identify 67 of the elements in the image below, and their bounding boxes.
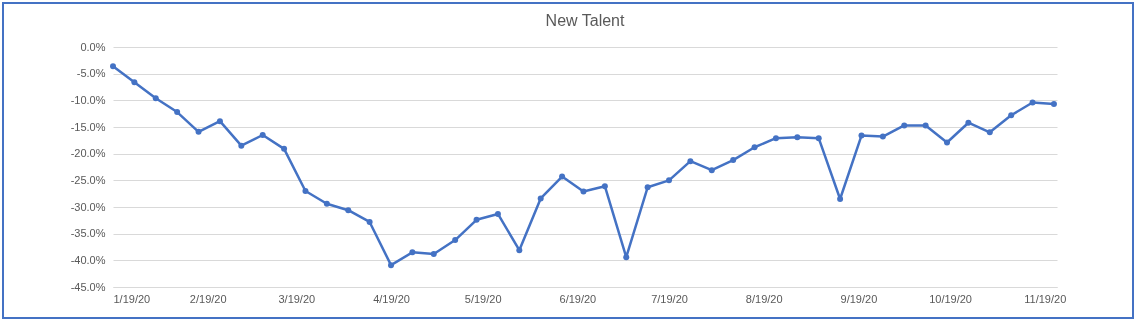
point	[302, 188, 309, 194]
point	[815, 135, 822, 142]
point	[152, 95, 159, 102]
point	[965, 119, 972, 126]
point	[110, 63, 116, 70]
point	[858, 132, 865, 139]
y-tick-label: -25.0%	[70, 173, 106, 186]
point	[666, 177, 673, 184]
point	[323, 200, 330, 207]
point	[708, 167, 715, 174]
point	[452, 237, 459, 244]
point	[879, 133, 886, 140]
x-tick-label: 3/19/20	[278, 292, 316, 305]
x-tick-label: 8/19/20	[745, 292, 783, 305]
point	[1050, 101, 1057, 108]
y-tick-label: 0.0%	[80, 40, 106, 53]
point	[259, 132, 266, 138]
point	[623, 254, 630, 261]
point	[345, 207, 352, 214]
point	[366, 218, 373, 225]
y-tick-label: -10.0%	[70, 93, 106, 106]
point	[1029, 99, 1036, 106]
y-tick-label: -45.0%	[70, 280, 106, 293]
point	[216, 118, 223, 125]
point	[580, 188, 587, 195]
y-tick-label: -5.0%	[76, 67, 106, 80]
x-tick-label: 10/19/20	[929, 292, 972, 305]
point	[473, 216, 480, 223]
point	[751, 144, 758, 151]
point	[238, 142, 245, 149]
chart-title: New Talent	[545, 12, 625, 29]
point	[837, 196, 844, 202]
point	[430, 250, 437, 257]
point	[1008, 112, 1015, 119]
point	[944, 139, 951, 146]
y-tick-label: -40.0%	[70, 253, 106, 266]
point	[730, 157, 737, 164]
x-tick-label: 5/19/20	[464, 292, 502, 305]
point	[131, 79, 138, 86]
point	[516, 247, 523, 254]
point	[494, 210, 501, 217]
point	[281, 145, 288, 152]
point	[922, 122, 929, 129]
point	[644, 184, 651, 191]
y-tick-label: -30.0%	[70, 200, 106, 213]
point	[986, 129, 993, 136]
x-tick-label: 2/19/20	[189, 292, 227, 305]
x-tick-label: 4/19/20	[373, 292, 410, 305]
y-tick-label: -15.0%	[70, 120, 106, 133]
point	[388, 262, 395, 269]
y-tick-label: -35.0%	[70, 227, 106, 240]
x-tick-label: 1/19/20	[113, 292, 151, 305]
point	[174, 109, 181, 116]
point	[794, 134, 801, 141]
point	[559, 173, 566, 180]
x-tick-label: 7/19/20	[651, 292, 688, 305]
point	[537, 195, 544, 202]
point	[901, 122, 908, 129]
point	[772, 135, 779, 142]
x-tick-label: 9/19/20	[840, 292, 878, 305]
point	[601, 183, 608, 190]
point	[195, 128, 202, 135]
x-tick-label: 6/19/20	[559, 292, 597, 305]
y-tick-label: -20.0%	[70, 147, 106, 160]
point	[409, 249, 416, 256]
x-tick-label: 11/19/20	[1024, 292, 1067, 305]
point	[687, 158, 694, 165]
